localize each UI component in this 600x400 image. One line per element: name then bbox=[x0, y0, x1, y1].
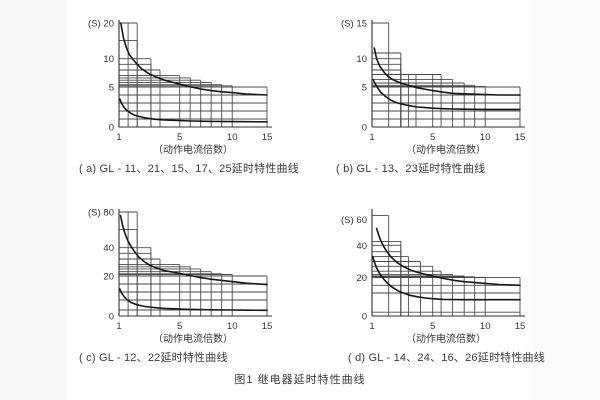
svg-text:5: 5 bbox=[362, 83, 367, 94]
lower-band-curve bbox=[371, 255, 521, 301]
y-unit-label: (S) bbox=[88, 208, 101, 219]
figure-caption: 图1 继电器延时特性曲线 bbox=[234, 374, 366, 386]
tolerance-step-grid bbox=[372, 215, 521, 316]
chart-block-a: 0 5 10 20 1 5 10 15 (S) （动作电流倍数） ( a) GL - 11、21、… bbox=[69, 15, 299, 176]
x-axis-title: （动作电流倍数） bbox=[153, 332, 233, 345]
page-right-margin bbox=[533, 0, 600, 400]
x-axis-title: （动作电流倍数） bbox=[406, 332, 486, 345]
svg-text:1: 1 bbox=[369, 132, 374, 143]
x-axis-title: （动作电流倍数） bbox=[153, 143, 233, 156]
svg-text:10: 10 bbox=[480, 321, 491, 332]
axes bbox=[371, 209, 525, 317]
svg-text:40: 40 bbox=[103, 243, 114, 254]
chart-block-b: 0 5 10 15 1 5 10 15 (S) （动作电流倍数） ( b) GL - 13、23延… bbox=[322, 15, 537, 176]
svg-text:20: 20 bbox=[103, 19, 114, 30]
chart-block-c: 0 20 40 80 1 5 10 15 (S) （动作电流倍数） ( c) GL - 12、22… bbox=[69, 204, 284, 365]
svg-text:60: 60 bbox=[356, 215, 367, 226]
svg-text:15: 15 bbox=[262, 132, 273, 143]
y-unit-label: (S) bbox=[88, 19, 101, 30]
upper-band-curve bbox=[373, 47, 521, 96]
svg-text:0: 0 bbox=[362, 312, 367, 323]
axes bbox=[118, 209, 272, 317]
chart-c-caption: ( c) GL - 12、22延时特性曲线 bbox=[79, 352, 228, 364]
tolerance-step-grid bbox=[119, 22, 268, 127]
svg-text:80: 80 bbox=[103, 208, 114, 219]
svg-text:15: 15 bbox=[515, 321, 526, 332]
chart-d-caption: ( d) GL - 14、24、16、26延时特性曲线 bbox=[348, 352, 545, 364]
axes bbox=[118, 20, 272, 128]
svg-text:15: 15 bbox=[356, 19, 367, 30]
svg-text:5: 5 bbox=[430, 321, 435, 332]
svg-text:40: 40 bbox=[356, 241, 367, 252]
svg-text:10: 10 bbox=[227, 132, 238, 143]
page-left-margin bbox=[0, 0, 67, 400]
svg-text:10: 10 bbox=[103, 54, 114, 65]
svg-text:5: 5 bbox=[177, 321, 182, 332]
tolerance-step-grid bbox=[119, 211, 268, 316]
lower-band-curve bbox=[118, 288, 268, 312]
svg-text:5: 5 bbox=[430, 132, 435, 143]
svg-text:10: 10 bbox=[480, 132, 491, 143]
svg-text:5: 5 bbox=[109, 83, 114, 94]
lower-band-curve bbox=[118, 98, 268, 123]
y-unit-label: (S) bbox=[341, 19, 354, 30]
svg-text:1: 1 bbox=[116, 132, 121, 143]
lower-band-curve bbox=[372, 78, 521, 111]
upper-band-curve bbox=[119, 22, 268, 96]
x-axis-title: （动作电流倍数） bbox=[406, 143, 486, 156]
upper-band-curve bbox=[119, 214, 268, 286]
svg-text:1: 1 bbox=[369, 321, 374, 332]
chart-a-caption: ( a) GL - 11、21、15、17、25延时特性曲线 bbox=[79, 163, 299, 175]
svg-text:20: 20 bbox=[356, 273, 367, 284]
chart-block-d: 0 20 40 60 1 5 10 15 (S) （动作电流倍数） ( d) GL - 14、24… bbox=[322, 204, 545, 365]
tolerance-step-grid bbox=[372, 22, 521, 127]
svg-text:0: 0 bbox=[109, 123, 114, 134]
svg-text:0: 0 bbox=[109, 312, 114, 323]
upper-band-curve bbox=[375, 227, 521, 287]
svg-text:15: 15 bbox=[262, 321, 273, 332]
svg-text:20: 20 bbox=[103, 272, 114, 283]
chart-b-caption: ( b) GL - 13、23延时特性曲线 bbox=[336, 163, 486, 175]
svg-text:0: 0 bbox=[362, 123, 367, 134]
svg-text:10: 10 bbox=[356, 54, 367, 65]
axes bbox=[371, 20, 525, 128]
y-unit-label: (S) bbox=[341, 215, 354, 226]
svg-text:1: 1 bbox=[116, 321, 121, 332]
svg-text:5: 5 bbox=[177, 132, 182, 143]
svg-text:10: 10 bbox=[227, 321, 238, 332]
svg-text:15: 15 bbox=[515, 132, 526, 143]
